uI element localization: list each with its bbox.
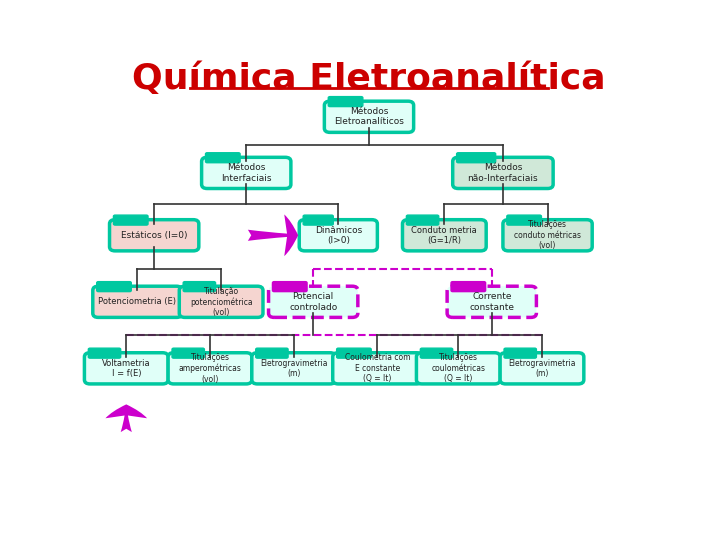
FancyBboxPatch shape bbox=[168, 353, 252, 384]
Text: Corrente
constante: Corrente constante bbox=[469, 292, 514, 312]
Text: Voltametria
I = f(E): Voltametria I = f(E) bbox=[102, 359, 150, 378]
FancyBboxPatch shape bbox=[256, 348, 288, 358]
FancyBboxPatch shape bbox=[420, 348, 453, 358]
Text: Conduto metria
(G=1/R): Conduto metria (G=1/R) bbox=[411, 226, 477, 245]
FancyBboxPatch shape bbox=[109, 220, 199, 251]
Text: Métodos
Interfaciais: Métodos Interfaciais bbox=[221, 163, 271, 183]
FancyBboxPatch shape bbox=[114, 215, 148, 225]
Text: Titulações
conduto métricas
(vol): Titulações conduto métricas (vol) bbox=[514, 220, 581, 250]
FancyBboxPatch shape bbox=[202, 157, 291, 188]
Text: Titulação
potenciométrica
(vol): Titulação potenciométrica (vol) bbox=[190, 287, 253, 317]
FancyBboxPatch shape bbox=[402, 220, 486, 251]
FancyBboxPatch shape bbox=[252, 353, 336, 384]
FancyBboxPatch shape bbox=[500, 353, 584, 384]
FancyBboxPatch shape bbox=[172, 348, 204, 358]
FancyBboxPatch shape bbox=[416, 353, 500, 384]
FancyBboxPatch shape bbox=[328, 97, 363, 106]
FancyBboxPatch shape bbox=[504, 348, 536, 358]
FancyBboxPatch shape bbox=[205, 153, 240, 163]
Text: Titulações
amperométricas
(vol): Titulações amperométricas (vol) bbox=[179, 353, 241, 383]
Text: Química Eletroanalítica: Química Eletroanalítica bbox=[132, 62, 606, 96]
FancyBboxPatch shape bbox=[451, 282, 485, 292]
FancyBboxPatch shape bbox=[333, 353, 422, 384]
FancyBboxPatch shape bbox=[456, 153, 495, 163]
Text: Estáticos (I=0): Estáticos (I=0) bbox=[121, 231, 187, 240]
Text: Dinâmicos
(I>0): Dinâmicos (I>0) bbox=[315, 226, 362, 245]
FancyBboxPatch shape bbox=[84, 353, 168, 384]
FancyBboxPatch shape bbox=[453, 157, 553, 188]
FancyBboxPatch shape bbox=[272, 282, 307, 292]
Text: Potencial
controlado: Potencial controlado bbox=[289, 292, 338, 312]
Text: Eletrogravimetria
(m): Eletrogravimetria (m) bbox=[260, 359, 328, 378]
Text: Potenciometria (E): Potenciometria (E) bbox=[99, 298, 176, 306]
FancyBboxPatch shape bbox=[96, 282, 131, 292]
FancyBboxPatch shape bbox=[303, 215, 333, 225]
FancyBboxPatch shape bbox=[89, 348, 121, 358]
FancyBboxPatch shape bbox=[300, 220, 377, 251]
FancyBboxPatch shape bbox=[406, 215, 438, 225]
Text: Coulometria com
E constante
(Q = It): Coulometria com E constante (Q = It) bbox=[345, 354, 410, 383]
Text: Métodos
não-Interfaciais: Métodos não-Interfaciais bbox=[467, 163, 539, 183]
FancyBboxPatch shape bbox=[503, 220, 593, 251]
Text: Titulações
coulométricas
(Q = It): Titulações coulométricas (Q = It) bbox=[431, 354, 485, 383]
FancyBboxPatch shape bbox=[269, 286, 358, 318]
FancyBboxPatch shape bbox=[447, 286, 536, 318]
FancyBboxPatch shape bbox=[93, 286, 182, 318]
Text: Métodos
Eletroanalíticos: Métodos Eletroanalíticos bbox=[334, 107, 404, 126]
FancyBboxPatch shape bbox=[183, 282, 215, 292]
FancyBboxPatch shape bbox=[507, 215, 541, 225]
FancyBboxPatch shape bbox=[324, 101, 413, 132]
FancyBboxPatch shape bbox=[337, 348, 372, 358]
FancyBboxPatch shape bbox=[179, 286, 263, 318]
Text: Eletrogravimetria
(m): Eletrogravimetria (m) bbox=[508, 359, 576, 378]
